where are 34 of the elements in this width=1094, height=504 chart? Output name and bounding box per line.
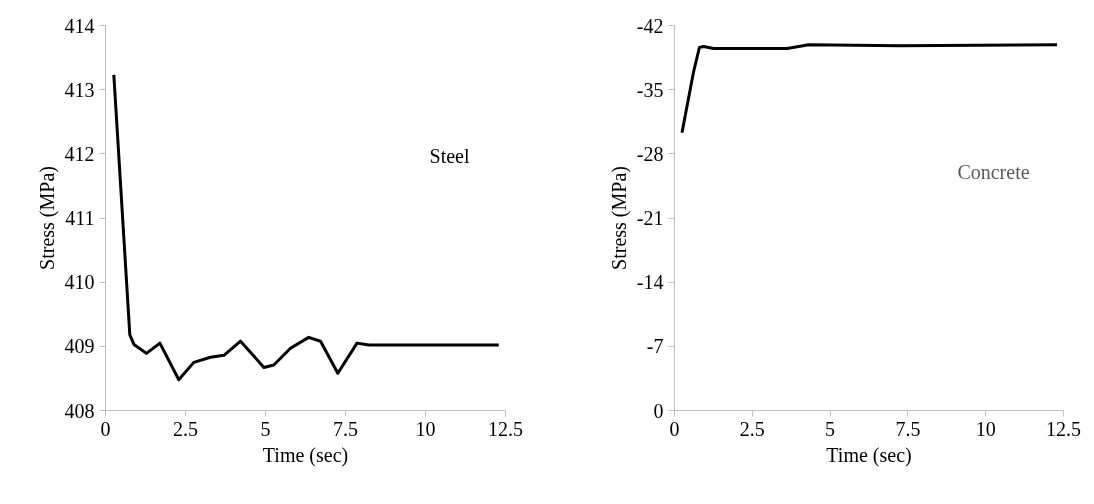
line-series bbox=[680, 43, 1059, 135]
y-tick-label: 412 bbox=[64, 142, 95, 165]
x-tick-label: 12.5 bbox=[488, 417, 523, 440]
x-tick-label: 10 bbox=[415, 417, 436, 440]
y-tick-label: -21 bbox=[636, 207, 664, 229]
y-axis-title: Stress (MPa) bbox=[607, 166, 631, 270]
line-series bbox=[112, 73, 501, 382]
x-tick-label: 7.5 bbox=[333, 417, 358, 440]
y-tick-label: -35 bbox=[636, 78, 664, 101]
y-tick-label: 408 bbox=[64, 399, 95, 422]
x-tick-label: 5 bbox=[825, 417, 836, 440]
annotation: Steel bbox=[429, 145, 470, 168]
y-tick-label: 411 bbox=[65, 207, 95, 229]
y-tick-label: -14 bbox=[636, 271, 664, 294]
x-tick-label: 7.5 bbox=[895, 417, 921, 440]
x-tick-label: 0 bbox=[669, 417, 680, 440]
y-tick-label: 414 bbox=[64, 14, 95, 37]
y-tick-label: 410 bbox=[64, 271, 95, 294]
x-tick-label: 0 bbox=[100, 417, 111, 440]
y-tick-label: -28 bbox=[636, 142, 664, 165]
y-tick-label: 409 bbox=[64, 335, 95, 358]
x-axis-title: Time (sec) bbox=[826, 443, 912, 467]
y-tick-label: 413 bbox=[64, 78, 95, 101]
x-tick-label: 10 bbox=[975, 417, 996, 440]
annotation: Concrete bbox=[957, 160, 1030, 183]
x-tick-label: 12.5 bbox=[1046, 417, 1081, 440]
x-tick-label: 5 bbox=[260, 417, 271, 440]
y-tick-label: 0 bbox=[653, 399, 664, 422]
y-axis-title: Stress (MPa) bbox=[35, 166, 59, 270]
x-tick-label: 2.5 bbox=[739, 417, 765, 440]
x-axis-title: Time (sec) bbox=[262, 443, 349, 467]
y-tick-label: -7 bbox=[646, 335, 664, 358]
y-tick-label: -42 bbox=[636, 14, 664, 37]
x-tick-label: 2.5 bbox=[173, 417, 198, 440]
